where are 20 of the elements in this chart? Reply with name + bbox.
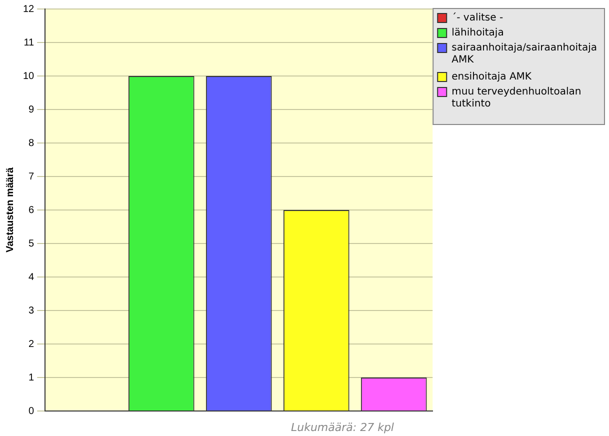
y-tick-label: 1 — [28, 372, 35, 384]
y-tick-label: 4 — [28, 272, 35, 283]
y-tick-label: 8 — [28, 138, 35, 149]
y-tick-label: 0 — [28, 406, 35, 417]
text: Lukumäärä: 27 kpl — [290, 421, 394, 434]
y-tick-label: 12 — [23, 4, 35, 15]
y-tick-label: 9 — [28, 104, 35, 116]
y-tick-label: 7 — [28, 171, 35, 182]
legend-label: muu terveydenhuoltoalan tutkinto — [452, 86, 582, 110]
y-tick-label: 2 — [28, 338, 35, 350]
y-tick-label: 6 — [28, 204, 35, 216]
legend-label: ensihoitaja AMK — [452, 72, 532, 83]
legend-label: sairaanhoitaja/sairaanhoitaja AMK — [452, 42, 597, 66]
y-tick-label: 10 — [23, 70, 35, 82]
legend-label: ´- valitse - — [452, 12, 504, 24]
y-tick-label: 11 — [24, 37, 35, 48]
y-axis-title: Vastausten määrä — [4, 167, 16, 253]
legend-label: lähihoitaja — [452, 28, 504, 39]
y-tick-label: 3 — [28, 305, 35, 316]
y-tick-label: 5 — [28, 238, 35, 250]
